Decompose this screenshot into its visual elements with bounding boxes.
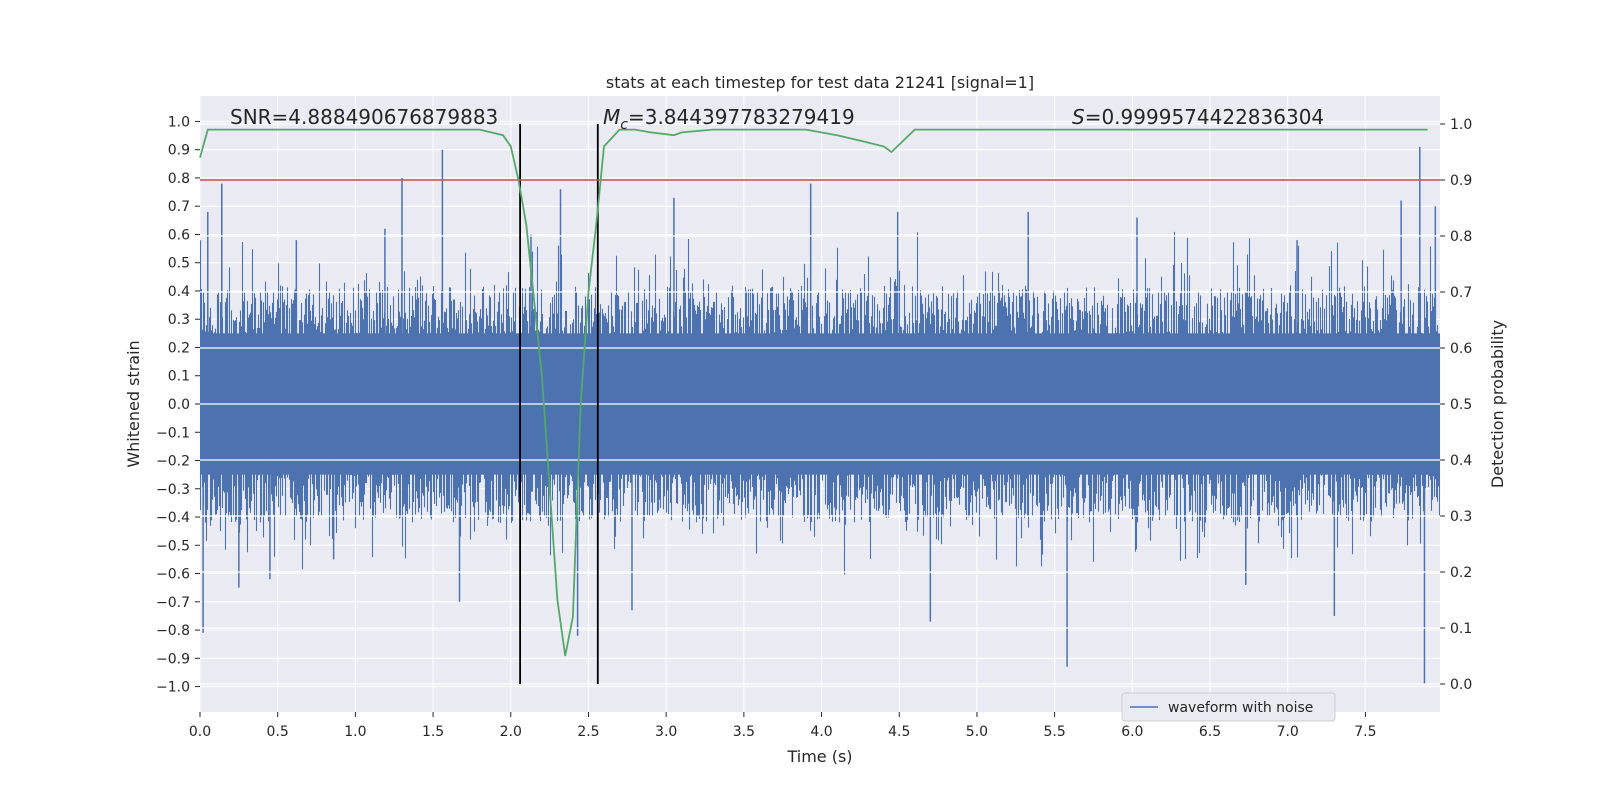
left-axis-label: Whitened strain bbox=[124, 340, 143, 467]
left-tick-label: −0.6 bbox=[156, 567, 190, 583]
left-tick-label: −0.3 bbox=[156, 482, 190, 498]
x-tick-label: 3.0 bbox=[655, 724, 677, 740]
chirp-mass-annotation: Mc=3.844397783279419 bbox=[603, 105, 855, 133]
chirp-mass-value: =3.844397783279419 bbox=[628, 105, 855, 129]
chirp-mass-symbol: M bbox=[603, 105, 620, 129]
left-tick-label: 0.2 bbox=[168, 340, 190, 356]
x-tick-label: 2.0 bbox=[500, 724, 522, 740]
x-tick-label: 1.0 bbox=[344, 724, 366, 740]
x-axis-label: Time (s) bbox=[786, 747, 852, 766]
probability-series bbox=[199, 128, 1440, 657]
chirp-mass-subscript: c bbox=[620, 117, 628, 133]
snr-annotation: SNR=4.888490676879883 bbox=[230, 105, 498, 129]
x-tick-label: 5.5 bbox=[1044, 724, 1066, 740]
right-tick-label: 0.5 bbox=[1450, 397, 1472, 413]
x-tick-label: 4.0 bbox=[810, 724, 832, 740]
right-tick-label: 0.9 bbox=[1450, 173, 1472, 189]
x-tick-label: 6.0 bbox=[1121, 724, 1143, 740]
s-annotation: S=0.9999574422836304 bbox=[1072, 105, 1324, 129]
right-tick-label: 0.7 bbox=[1450, 285, 1472, 301]
left-tick-label: 0.5 bbox=[168, 256, 190, 272]
right-axis-ticks: 1.0 0.9 0.8 0.7 0.6 0.5 0.4 0.3 0.2 0.1 0.0 bbox=[1440, 117, 1472, 693]
right-tick-label: 0.2 bbox=[1450, 565, 1472, 581]
left-tick-label: −0.4 bbox=[156, 510, 190, 526]
legend-label: waveform with noise bbox=[1168, 700, 1313, 716]
right-tick-label: 0.6 bbox=[1450, 341, 1472, 357]
right-tick-label: 0.0 bbox=[1450, 677, 1472, 693]
left-tick-label: −0.9 bbox=[156, 651, 190, 667]
s-value: =0.9999574422836304 bbox=[1085, 105, 1324, 129]
x-tick-label: 3.5 bbox=[733, 724, 755, 740]
left-tick-label: 0.7 bbox=[168, 199, 190, 215]
left-tick-label: 0.4 bbox=[168, 284, 190, 300]
probability-line bbox=[199, 128, 1428, 657]
x-tick-label: 5.0 bbox=[966, 724, 988, 740]
right-tick-label: 0.3 bbox=[1450, 509, 1472, 525]
left-tick-label: 0.9 bbox=[168, 143, 190, 159]
left-tick-label: 0.0 bbox=[168, 397, 190, 413]
right-axis-label: Detection probability bbox=[1488, 320, 1507, 488]
legend: waveform with noise bbox=[1121, 692, 1336, 722]
right-tick-label: 0.8 bbox=[1450, 229, 1472, 245]
left-tick-label: −0.8 bbox=[156, 623, 190, 639]
left-tick-label: −1.0 bbox=[156, 680, 190, 696]
x-tick-label: 7.0 bbox=[1277, 724, 1299, 740]
chart-title: stats at each timestep for test data 212… bbox=[606, 73, 1034, 92]
x-tick-label: 0.5 bbox=[267, 724, 289, 740]
left-axis-ticks: 1.0 0.9 0.8 0.7 0.6 0.5 0.4 0.3 0.2 0.1 0.0 −0.1 −0.… bbox=[156, 114, 200, 696]
left-tick-label: 0.3 bbox=[168, 312, 190, 328]
right-tick-label: 0.4 bbox=[1450, 453, 1472, 469]
left-tick-label: −0.7 bbox=[156, 595, 190, 611]
x-tick-label: 0.0 bbox=[189, 724, 211, 740]
x-tick-label: 2.5 bbox=[577, 724, 599, 740]
left-tick-label: 0.8 bbox=[168, 171, 190, 187]
right-tick-label: 1.0 bbox=[1450, 117, 1472, 133]
right-tick-label: 0.1 bbox=[1450, 621, 1472, 637]
left-tick-label: 0.1 bbox=[168, 369, 190, 385]
left-tick-label: −0.5 bbox=[156, 538, 190, 554]
x-tick-label: 1.5 bbox=[422, 724, 444, 740]
left-tick-label: −0.2 bbox=[156, 454, 190, 470]
x-tick-label: 7.5 bbox=[1354, 724, 1376, 740]
s-symbol: S bbox=[1072, 105, 1085, 129]
x-tick-label: 6.5 bbox=[1199, 724, 1221, 740]
legend-box bbox=[1121, 692, 1336, 722]
left-tick-label: 0.6 bbox=[168, 227, 190, 243]
x-tick-label: 4.5 bbox=[888, 724, 910, 740]
left-tick-label: −0.1 bbox=[156, 425, 190, 441]
left-tick-label: 1.0 bbox=[168, 114, 190, 130]
x-axis-ticks: 0.0 0.5 1.0 1.5 2.0 2.5 3.0 3.5 4.0 4.5 5.0 5.5 6.0 6… bbox=[189, 712, 1377, 740]
